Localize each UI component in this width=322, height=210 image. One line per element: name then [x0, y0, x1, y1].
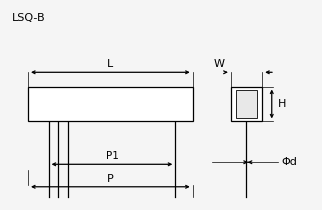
Text: Φd: Φd	[281, 157, 297, 167]
Text: P: P	[107, 174, 114, 184]
Text: H: H	[278, 99, 287, 109]
Bar	[236, 90, 257, 118]
Text: L: L	[107, 59, 113, 69]
Text: LSQ-B: LSQ-B	[12, 13, 46, 23]
Text: W: W	[214, 59, 225, 69]
Bar	[28, 87, 193, 121]
Text: P1: P1	[106, 151, 118, 161]
Bar	[231, 87, 262, 121]
